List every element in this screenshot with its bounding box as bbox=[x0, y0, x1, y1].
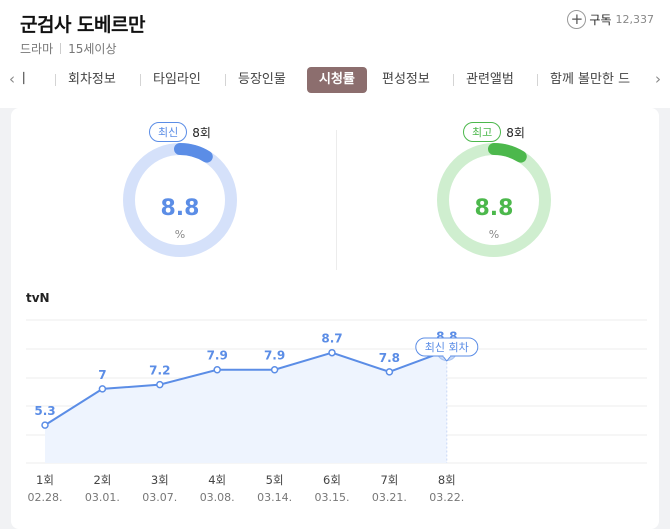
highest-ring bbox=[437, 143, 551, 257]
latest-badge: 최신 bbox=[149, 122, 188, 142]
x-date-label: 03.21. bbox=[372, 491, 407, 504]
x-tick-label: 3회 bbox=[151, 473, 169, 487]
data-label: 7.9 bbox=[264, 349, 285, 363]
x-tick-label: 6회 bbox=[323, 473, 341, 487]
chevron-left-icon[interactable]: ‹ bbox=[9, 70, 15, 88]
x-date-label: 03.22. bbox=[429, 491, 464, 504]
tab-albums[interactable]: 관련앨범 bbox=[466, 72, 514, 87]
program-meta: 드라마 15세이상 bbox=[20, 40, 117, 57]
data-point[interactable] bbox=[328, 348, 336, 357]
data-label: 7.2 bbox=[149, 364, 170, 378]
tab-episode-info[interactable]: 회차정보 bbox=[68, 72, 116, 87]
x-date-label: 03.07. bbox=[142, 491, 177, 504]
tab-timeline[interactable]: 타임라인 bbox=[153, 72, 201, 87]
data-label: 7 bbox=[98, 368, 106, 382]
tooltip-text: 최신 회차 bbox=[425, 341, 469, 354]
tab-divider bbox=[225, 74, 226, 86]
ratings-line-chart: 5.3 1회 02.28. 7 2회 03.01. 7.2 3회 03.07. 7.9 4회 03.0… bbox=[26, 319, 647, 504]
subscribe-button[interactable]: + 구독 12,337 bbox=[567, 10, 654, 29]
data-label: 7.9 bbox=[207, 349, 228, 363]
ratings-card: 최신 8회 8.8 % 최고 8회 8.8 % tvN 5.3 1회 02.28. 7… bbox=[11, 108, 659, 529]
x-tick-label: 7회 bbox=[380, 473, 398, 487]
tab-bar: ‹ 기 회차정보 타임라인 등장인물 시청률 편성정보 관련앨범 함께 볼만한 … bbox=[0, 65, 670, 95]
plus-icon: + bbox=[567, 10, 587, 29]
highest-rating-unit: % bbox=[488, 228, 500, 241]
x-date-label: 02.28. bbox=[28, 491, 63, 504]
tooltip-pointer bbox=[442, 355, 452, 362]
x-tick-label: 5회 bbox=[266, 473, 284, 487]
highest-episode: 8회 bbox=[506, 125, 525, 140]
tab-divider bbox=[537, 74, 538, 86]
highest-rating-gauge: 최고 8회 8.8 % bbox=[414, 120, 574, 270]
x-tick-label: 4회 bbox=[208, 473, 226, 487]
series-line bbox=[44, 349, 448, 426]
data-label: 5.3 bbox=[34, 404, 55, 418]
data-point[interactable] bbox=[270, 365, 279, 374]
tab-divider bbox=[453, 74, 454, 86]
subscriber-count: 12,337 bbox=[615, 13, 655, 26]
data-point[interactable] bbox=[213, 365, 221, 374]
data-point[interactable] bbox=[156, 380, 164, 389]
x-tick-label: 8회 bbox=[438, 473, 456, 487]
tab-ratings[interactable]: 시청률 bbox=[307, 67, 367, 93]
channel-label: tvN bbox=[26, 291, 50, 305]
x-tick-label: 1회 bbox=[36, 473, 54, 487]
tab-divider bbox=[140, 74, 141, 86]
latest-ring bbox=[123, 143, 237, 257]
data-label: 8.7 bbox=[321, 332, 342, 346]
data-point[interactable] bbox=[98, 385, 107, 393]
data-label: 7.8 bbox=[379, 351, 400, 365]
latest-rating-value: 8.8 bbox=[160, 196, 200, 221]
highest-rating-value: 8.8 bbox=[474, 196, 514, 221]
meta-divider bbox=[60, 43, 62, 54]
subscribe-label: 구독 bbox=[589, 13, 612, 27]
chevron-right-icon[interactable]: › bbox=[655, 70, 661, 88]
tab-partial-first[interactable]: 기 bbox=[22, 67, 26, 93]
x-date-label: 03.14. bbox=[257, 491, 292, 504]
tab-divider bbox=[55, 74, 56, 86]
gauge-divider bbox=[336, 130, 337, 270]
x-tick-label: 2회 bbox=[93, 473, 111, 487]
x-date-label: 03.01. bbox=[85, 491, 120, 504]
data-point[interactable] bbox=[41, 421, 49, 429]
latest-episode: 8회 bbox=[192, 125, 211, 140]
tab-characters[interactable]: 등장인물 bbox=[238, 72, 286, 87]
highest-badge: 최고 bbox=[463, 122, 502, 142]
data-point[interactable] bbox=[385, 368, 394, 376]
tab-list: 기 회차정보 타임라인 등장인물 시청률 편성정보 관련앨범 함께 볼만한 드 bbox=[22, 65, 646, 95]
genre-label: 드라마 bbox=[20, 42, 54, 56]
x-date-label: 03.15. bbox=[315, 491, 350, 504]
chart-area-fill bbox=[45, 350, 447, 463]
program-header: 군검사 도베르만 드라마 15세이상 + 구독 12,337 ‹ 기 회차정보 … bbox=[0, 0, 670, 108]
age-rating-label: 15세이상 bbox=[68, 42, 117, 56]
latest-rating-unit: % bbox=[174, 228, 186, 241]
tab-schedule[interactable]: 편성정보 bbox=[382, 72, 430, 87]
program-title: 군검사 도베르만 bbox=[20, 14, 145, 36]
x-date-label: 03.08. bbox=[200, 491, 235, 504]
tab-recommended[interactable]: 함께 볼만한 드 bbox=[550, 72, 631, 87]
latest-rating-gauge: 최신 8회 8.8 % bbox=[100, 120, 260, 270]
